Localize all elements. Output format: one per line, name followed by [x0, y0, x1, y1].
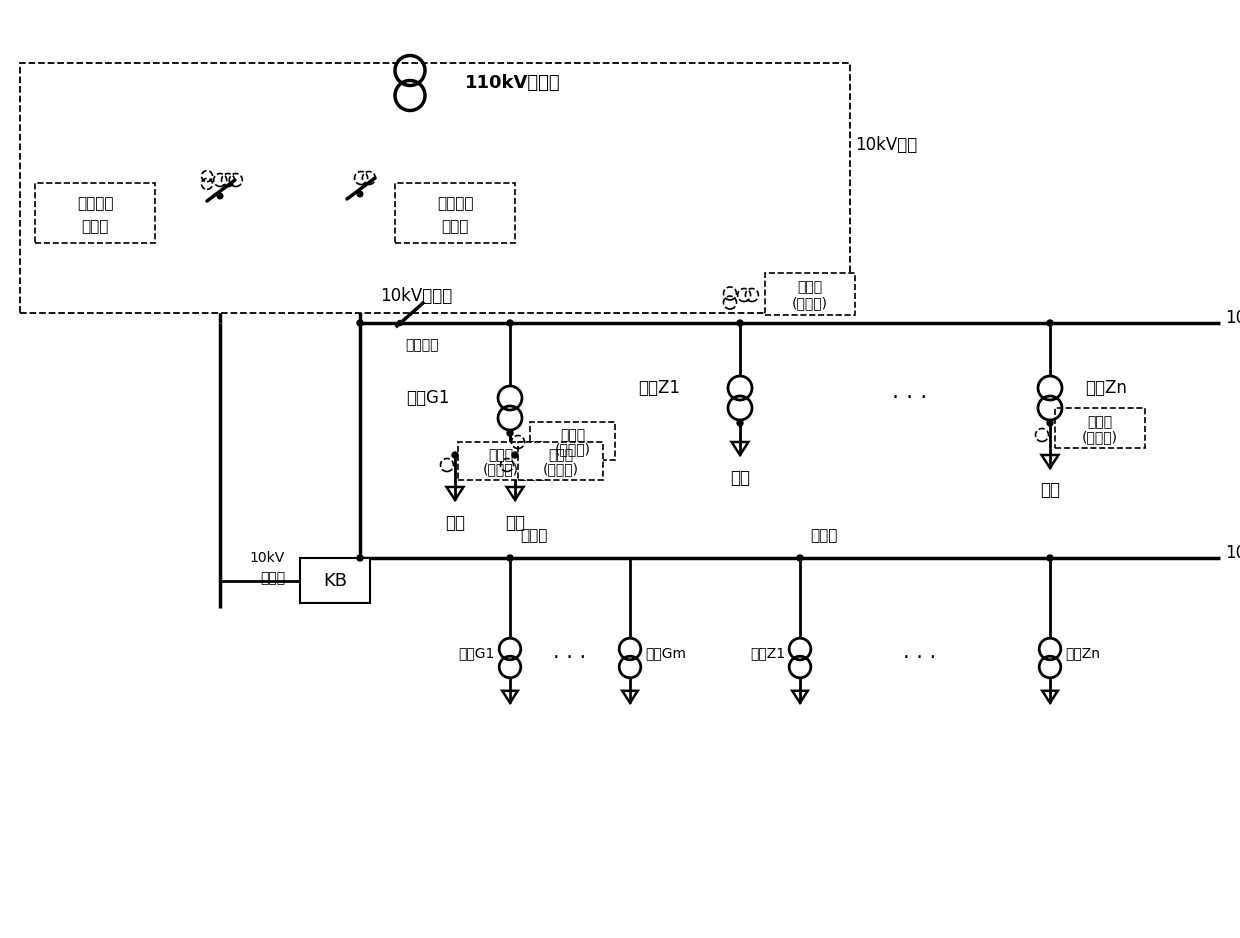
Circle shape: [357, 555, 363, 561]
Text: 用户: 用户: [445, 514, 465, 532]
Circle shape: [217, 193, 223, 199]
Text: 计量点: 计量点: [487, 448, 513, 462]
Text: · · ·: · · ·: [893, 388, 928, 408]
Text: 电能质量: 电能质量: [436, 196, 474, 211]
FancyBboxPatch shape: [396, 183, 515, 243]
Text: 专变Z1: 专变Z1: [750, 646, 785, 660]
Circle shape: [1047, 320, 1053, 326]
Text: 公变G1: 公变G1: [407, 389, 450, 407]
Text: 专变Zn: 专变Zn: [1065, 646, 1100, 660]
Text: 计量点: 计量点: [560, 429, 585, 443]
FancyBboxPatch shape: [458, 442, 543, 480]
Text: · · ·: · · ·: [553, 648, 587, 668]
Text: 用户: 用户: [505, 514, 525, 532]
Circle shape: [1047, 555, 1053, 561]
Text: (电能表): (电能表): [482, 462, 518, 477]
Circle shape: [507, 320, 513, 326]
FancyBboxPatch shape: [1055, 408, 1145, 448]
Text: 电能质量: 电能质量: [77, 196, 113, 211]
FancyBboxPatch shape: [300, 558, 370, 603]
Circle shape: [512, 452, 518, 458]
Text: 开闭所: 开闭所: [260, 571, 285, 585]
FancyBboxPatch shape: [765, 273, 856, 315]
Circle shape: [453, 452, 458, 458]
FancyBboxPatch shape: [20, 63, 849, 313]
Text: 分支线: 分支线: [810, 528, 837, 543]
Text: 10kV: 10kV: [249, 551, 285, 565]
Text: (电能表): (电能表): [543, 462, 579, 477]
Text: 10kV母线: 10kV母线: [856, 136, 918, 154]
Text: 110kV变电站: 110kV变电站: [465, 74, 560, 92]
Text: 用户: 用户: [730, 469, 750, 487]
Text: 10kV主干线: 10kV主干线: [379, 287, 453, 305]
Text: 柱上开关: 柱上开关: [405, 338, 439, 352]
Circle shape: [1047, 420, 1053, 426]
Text: 10kV次干线2: 10kV次干线2: [1225, 544, 1240, 562]
Text: 计量点: 计量点: [1087, 415, 1112, 429]
Text: 计量点: 计量点: [548, 448, 573, 462]
Text: 用户: 用户: [1040, 481, 1060, 499]
Text: 监测点: 监测点: [82, 219, 109, 234]
Text: (电能表): (电能表): [1083, 430, 1118, 444]
Text: 监测点: 监测点: [441, 219, 469, 234]
Text: KB: KB: [322, 571, 347, 589]
Circle shape: [737, 420, 743, 426]
Text: 公变G1: 公变G1: [459, 646, 495, 660]
Circle shape: [398, 321, 403, 325]
Text: 专变Zn: 专变Zn: [1085, 379, 1127, 397]
Text: 计量点: 计量点: [797, 280, 822, 295]
Text: 10kV次干线1: 10kV次干线1: [1225, 309, 1240, 327]
Circle shape: [357, 191, 363, 197]
Text: · · ·: · · ·: [904, 648, 936, 668]
Circle shape: [357, 320, 363, 326]
Text: 公变Gm: 公变Gm: [645, 646, 686, 660]
Circle shape: [797, 555, 804, 561]
FancyBboxPatch shape: [35, 183, 155, 243]
Circle shape: [507, 430, 513, 436]
Circle shape: [507, 555, 513, 561]
FancyBboxPatch shape: [529, 422, 615, 460]
Text: 专变Z1: 专变Z1: [639, 379, 680, 397]
Text: 分支线: 分支线: [520, 528, 547, 543]
Circle shape: [737, 320, 743, 326]
FancyBboxPatch shape: [518, 442, 603, 480]
Text: (电能表): (电能表): [792, 296, 828, 310]
Text: (电能表): (电能表): [554, 443, 590, 457]
